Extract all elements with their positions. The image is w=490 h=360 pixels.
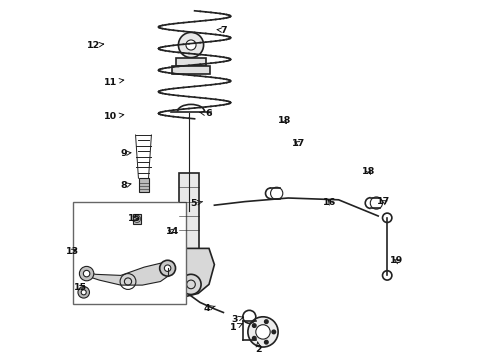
Text: 18: 18	[362, 167, 375, 176]
Text: 17: 17	[293, 139, 306, 148]
Bar	[73, 202, 186, 304]
Text: 6: 6	[199, 109, 212, 118]
Circle shape	[178, 32, 204, 58]
Text: 19: 19	[390, 256, 403, 265]
Text: 15: 15	[74, 283, 87, 292]
Polygon shape	[173, 248, 215, 297]
Text: 17: 17	[377, 197, 391, 206]
Bar	[176, 58, 206, 66]
Text: 8: 8	[121, 181, 131, 190]
Bar	[172, 66, 210, 74]
Polygon shape	[85, 263, 170, 285]
Text: 11: 11	[104, 78, 124, 87]
Circle shape	[252, 337, 256, 340]
Text: 10: 10	[104, 112, 124, 121]
Text: 15: 15	[128, 215, 142, 223]
Bar	[179, 173, 199, 252]
Circle shape	[265, 320, 268, 323]
Text: 14: 14	[166, 227, 179, 236]
Text: 2: 2	[255, 342, 262, 354]
Text: 18: 18	[278, 117, 291, 126]
Text: 16: 16	[323, 198, 337, 207]
Text: 1: 1	[230, 323, 243, 332]
Circle shape	[164, 265, 171, 271]
Bar	[133, 214, 141, 224]
Text: 4: 4	[203, 305, 215, 313]
Circle shape	[78, 287, 90, 298]
Circle shape	[160, 260, 175, 276]
Text: 13: 13	[66, 247, 79, 256]
Text: 9: 9	[121, 149, 131, 158]
Circle shape	[81, 290, 86, 295]
Circle shape	[248, 317, 278, 347]
Text: 7: 7	[217, 26, 227, 35]
Bar	[139, 178, 148, 192]
Circle shape	[83, 270, 90, 277]
Circle shape	[265, 341, 268, 344]
Circle shape	[186, 40, 196, 50]
Circle shape	[272, 330, 275, 334]
Text: 12: 12	[87, 41, 104, 50]
Circle shape	[256, 325, 270, 339]
Text: 3: 3	[232, 315, 244, 324]
Circle shape	[79, 266, 94, 281]
Text: 5: 5	[191, 199, 203, 208]
Circle shape	[252, 324, 256, 327]
